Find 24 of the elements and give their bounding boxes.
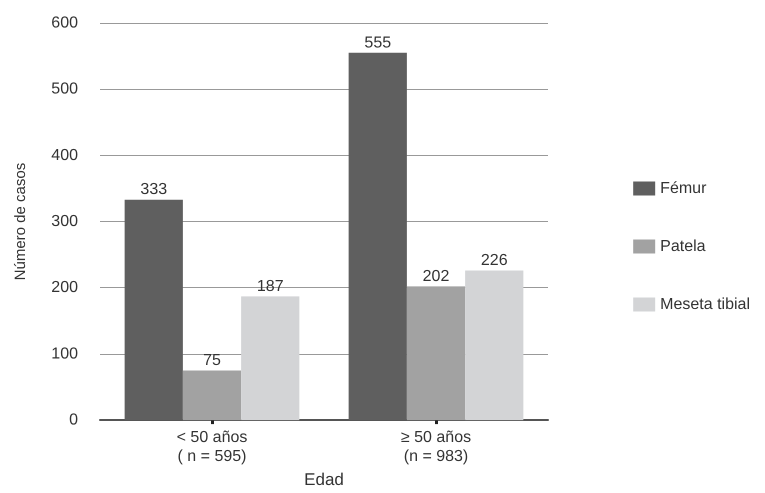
legend-label: Patela [660, 238, 706, 255]
x-tick-label: < 50 años ( n = 595) [176, 429, 248, 466]
y-tick-label: 100 [51, 345, 78, 362]
y-tick-label: 300 [51, 213, 78, 230]
y-tick-label: 500 [51, 80, 78, 98]
x-tick-label: ≥ 50 años (n = 983) [400, 429, 472, 466]
y-tick-label: 200 [51, 279, 78, 296]
data-label: 202 [422, 268, 450, 285]
legend-label: Fémur [660, 180, 708, 197]
data-label: 226 [480, 252, 508, 270]
data-label: 333 [140, 181, 168, 198]
data-label: 555 [364, 34, 392, 52]
bar [182, 370, 242, 420]
data-label: 75 [203, 352, 221, 369]
y-tick-label: 600 [51, 14, 78, 32]
y-tick-label: 400 [51, 146, 78, 164]
bar [465, 270, 524, 420]
bar [241, 296, 300, 420]
data-label: 187 [256, 278, 284, 295]
bar [406, 286, 466, 420]
legend-label: Meseta tibial [660, 296, 750, 313]
y-tick-label: 0 [69, 412, 78, 429]
x-axis-title: Edad [304, 470, 344, 489]
y-axis-title: Número de casos [12, 162, 29, 280]
